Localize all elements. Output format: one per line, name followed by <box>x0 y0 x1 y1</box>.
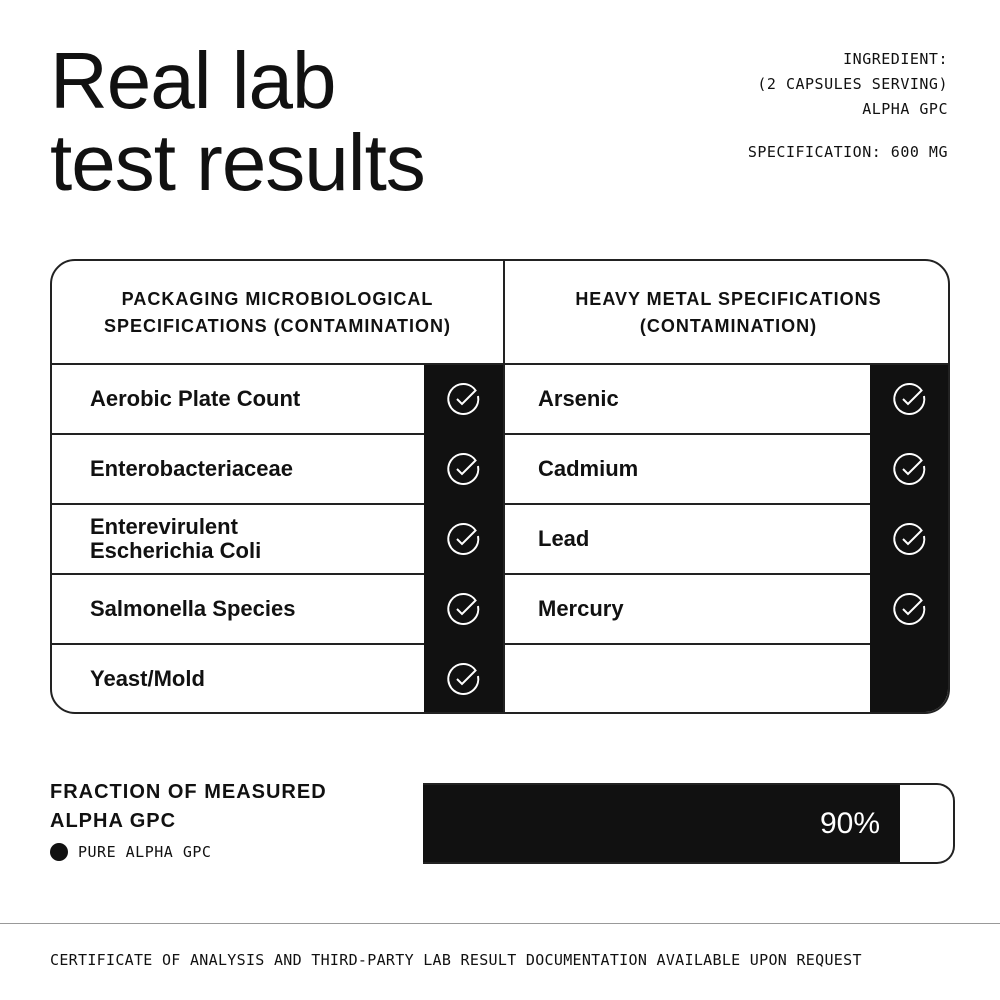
fraction-bar-fill: 90% <box>423 785 900 862</box>
check-circle-icon <box>893 522 926 555</box>
column-divider <box>503 261 505 712</box>
left-header-line-1: PACKAGING MICROBIOLOGICAL <box>121 289 434 309</box>
fraction-label-line-2: ALPHA GPC <box>50 810 177 832</box>
table-row: Lead <box>538 504 868 574</box>
check-circle-icon <box>447 592 480 625</box>
row-label: Mercury <box>538 596 624 621</box>
check-circle-icon <box>893 452 926 485</box>
row-divider <box>52 503 424 505</box>
row-label: Lead <box>538 526 590 551</box>
right-check-column <box>870 364 948 712</box>
right-header-line-1: HEAVY METAL SPECIFICATIONS <box>575 289 882 309</box>
table-row: Enterobacteriaceae <box>90 434 420 504</box>
title-line-1: Real lab <box>50 36 337 125</box>
specification: SPECIFICATION: 600 MG <box>747 143 948 161</box>
row-divider <box>505 433 870 435</box>
check-circle-icon <box>447 662 480 695</box>
legend-label: PURE ALPHA GPC <box>78 843 212 861</box>
check-circle-icon <box>447 382 480 415</box>
ingredient-name: ALPHA GPC <box>862 100 948 118</box>
title-line-2: test results <box>50 118 426 207</box>
row-label: Yeast/Mold <box>90 666 205 691</box>
table-row: Arsenic <box>538 364 868 434</box>
page-title: Real lab test results <box>50 36 426 207</box>
left-header-line-2: SPECIFICATIONS (CONTAMINATION) <box>104 316 451 336</box>
table-row: Aerobic Plate Count <box>90 364 420 434</box>
row-divider <box>52 643 424 645</box>
table-row: Mercury <box>538 574 868 644</box>
check-circle-icon <box>893 382 926 415</box>
row-label: Arsenic <box>538 386 619 411</box>
header-divider <box>52 363 948 365</box>
results-table: PACKAGING MICROBIOLOGICAL SPECIFICATIONS … <box>50 259 950 714</box>
fraction-label: FRACTION OF MEASURED ALPHA GPC <box>50 778 327 836</box>
fraction-label-line-1: FRACTION OF MEASURED <box>50 781 327 803</box>
footer-divider <box>0 923 1000 924</box>
row-label: Cadmium <box>538 456 639 481</box>
row-divider <box>505 643 870 645</box>
serving-text: (2 CAPSULES SERVING) <box>757 75 948 93</box>
row-divider <box>505 503 870 505</box>
fraction-bar: 90% <box>423 783 955 864</box>
check-circle-icon <box>447 452 480 485</box>
row-divider <box>52 573 424 575</box>
ingredient-label: INGREDIENT: <box>843 50 948 68</box>
ingredient-info: INGREDIENT: (2 CAPSULES SERVING) ALPHA G… <box>757 47 948 122</box>
legend: PURE ALPHA GPC <box>50 843 211 861</box>
check-circle-icon <box>447 522 480 555</box>
footer-note: CERTIFICATE OF ANALYSIS AND THIRD-PARTY … <box>50 951 862 969</box>
row-divider <box>52 433 424 435</box>
table-row: Salmonella Species <box>90 574 420 644</box>
row-label: Aerobic Plate Count <box>90 386 301 411</box>
row-divider <box>505 573 870 575</box>
fraction-value: 90% <box>819 806 880 840</box>
row-label: Escherichia Coli <box>90 538 262 563</box>
row-label: Enterobacteriaceae <box>90 456 293 481</box>
legend-dot-icon <box>50 843 68 861</box>
left-check-column <box>424 364 503 712</box>
row-label: Enterevirulent <box>90 514 238 539</box>
table-row: Enterevirulent Escherichia Coli <box>90 504 420 574</box>
row-label: Salmonella Species <box>90 596 296 621</box>
right-header: HEAVY METAL SPECIFICATIONS (CONTAMINATION… <box>505 261 948 365</box>
left-header: PACKAGING MICROBIOLOGICAL SPECIFICATIONS … <box>52 261 503 365</box>
table-row: Yeast/Mold <box>90 644 420 712</box>
right-header-line-2: (CONTAMINATION) <box>639 316 818 336</box>
table-row: Cadmium <box>538 434 868 504</box>
check-circle-icon <box>893 592 926 625</box>
